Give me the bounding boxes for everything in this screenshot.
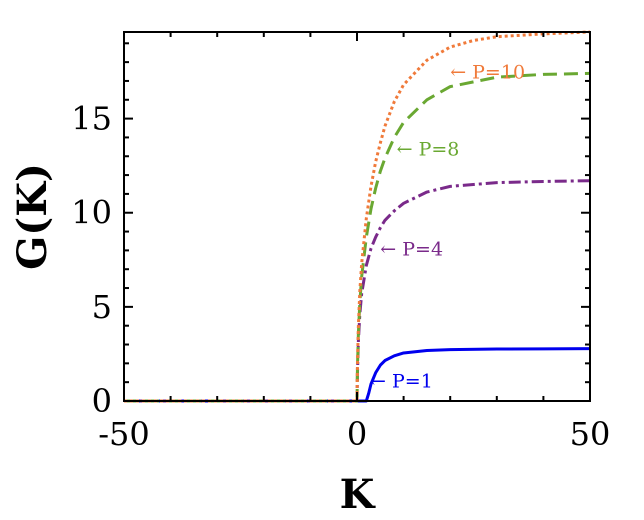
- annotations-layer: ← P=1 ← P=4 ← P=8 ← P=10: [370, 62, 525, 393]
- series-line-p10: [124, 30, 591, 403]
- y-tick-label: 0: [92, 382, 112, 420]
- x-tick-label: 50: [570, 415, 611, 453]
- series-line-p4: [124, 179, 591, 403]
- series-annotation: ← P=8: [397, 139, 460, 161]
- series-annotation: ← P=1: [370, 370, 433, 392]
- y-tick-label: 15: [71, 100, 112, 138]
- series-line-p1: [124, 347, 591, 403]
- y-axis-title: G(K): [9, 163, 56, 270]
- x-tick-label: 0: [347, 415, 367, 453]
- x-axis-title: K: [340, 471, 376, 518]
- y-tick-label: 10: [71, 194, 112, 232]
- series-annotation: ← P=4: [380, 239, 443, 261]
- x-tick-label: -50: [98, 415, 150, 453]
- y-tick-label: 5: [92, 288, 112, 326]
- series-annotation: ← P=10: [450, 62, 525, 84]
- ticks-layer: [123, 32, 591, 402]
- curves-layer: [124, 30, 591, 403]
